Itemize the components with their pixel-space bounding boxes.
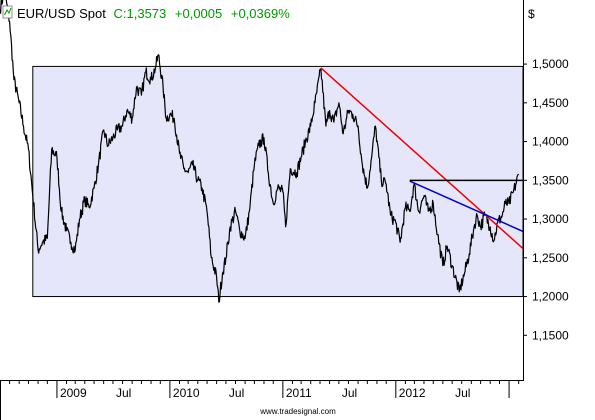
y-tick-label: 1,3500 [532,173,569,187]
title-change: +0,0005 [175,6,222,21]
x-tick-label: Jul [229,386,244,400]
x-axis: 2009 Jul 2010 Jul 2011 Jul 2012 Jul [0,380,520,400]
red-trendline [320,67,524,250]
currency-label: $ [528,7,535,21]
title-instrument-icon [2,5,13,19]
blue-trendline [409,180,524,233]
price-series-line [0,0,520,303]
title-symbol: EUR/USD Spot [17,6,106,21]
x-tick-label: 2011 [286,386,312,400]
y-tick-label: 1,1500 [532,328,569,342]
title-close: C:1,3573 [114,6,167,21]
y-axis: 1,1500 1,2000 1,2500 1,3000 1,3500 1,4000 1,45… [523,57,569,342]
x-tick-label: Jul [116,386,131,400]
x-tick-label: 2010 [173,386,200,400]
x-tick-label: 2012 [399,386,426,400]
y-tick-label: 1,5000 [532,57,569,71]
x-tick-label: Jul [455,386,470,400]
watermark: www.tradesignal.com [259,407,336,416]
y-tick-label: 1,4000 [532,135,569,149]
svg-text:EUR/USD Spot C:1,3573: EUR/USD Spot C:1,3573 +0,0005 +0,0369% [17,6,290,21]
x-tick-label: 2009 [60,386,87,400]
y-tick-label: 1,2000 [532,290,569,304]
y-tick-label: 1,3000 [532,212,569,226]
chart-title: EUR/USD Spot C:1,3573 +0,0005 +0,0369% [2,5,290,21]
y-tick-label: 1,4500 [532,96,569,110]
range-box [32,65,524,298]
y-tick-label: 1,2500 [532,251,569,265]
title-change-pct: +0,0369% [231,6,290,21]
x-tick-label: Jul [342,386,357,400]
